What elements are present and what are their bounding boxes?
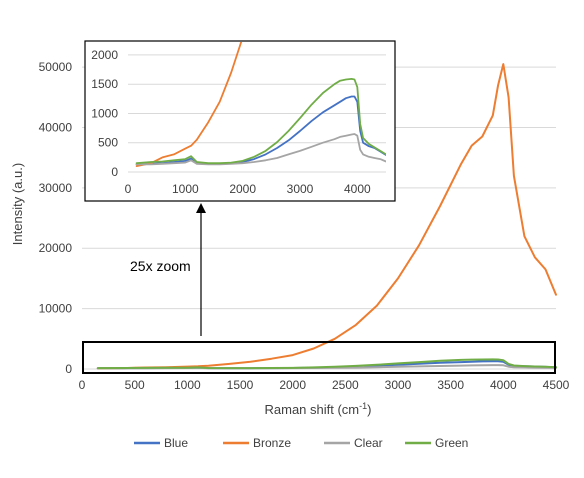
legend-label-clear: Clear <box>354 436 383 450</box>
inset-x-tick-label: 1000 <box>172 182 199 196</box>
main-x-tick-label: 0 <box>79 378 86 392</box>
zoom-annotation: 25x zoom <box>130 258 191 274</box>
inset-y-tick-label: 500 <box>98 136 118 150</box>
inset-x-tick-label: 2000 <box>229 182 256 196</box>
inset-x-tick-labels: 0 1000 2000 3000 4000 <box>125 182 371 196</box>
inset-series-blue-line <box>135 95 386 166</box>
inset-y-tick-label: 0 <box>111 165 118 179</box>
legend: Blue Bronze Clear Green <box>134 436 468 450</box>
main-x-tick-label: 3500 <box>437 378 464 392</box>
inset-series-bronze-line <box>135 42 243 168</box>
main-y-tick-label: 10000 <box>39 302 73 316</box>
main-y-tick-label: 0 <box>65 362 72 376</box>
inset-panel <box>84 40 396 202</box>
main-x-tick-label: 1000 <box>174 378 201 392</box>
inset-y-tick-labels: 0 500 1000 1500 2000 <box>91 48 118 179</box>
main-x-tick-label: 1500 <box>227 378 254 392</box>
y-axis-title: Intensity (a.u.) <box>10 163 25 245</box>
main-y-tick-label: 50000 <box>39 60 73 74</box>
main-y-tick-label: 40000 <box>39 120 73 134</box>
x-axis-title: Raman shift (cm-1) <box>265 401 372 417</box>
inset-series-green-line <box>135 78 386 165</box>
inset-series-group <box>135 42 386 168</box>
main-series-green-line <box>96 358 557 370</box>
legend-label-green: Green <box>435 436 468 450</box>
main-series-group <box>96 63 557 370</box>
inset-y-tick-label: 1500 <box>91 77 118 91</box>
main-x-tick-label: 2000 <box>279 378 306 392</box>
x-axis-title-end: ) <box>367 402 371 417</box>
inset-series-clear-line <box>135 133 386 166</box>
inset-y-tick-label: 1000 <box>91 106 118 120</box>
zoom-arrow-head <box>196 203 206 213</box>
main-x-tick-label: 3000 <box>385 378 412 392</box>
inset-x-tick-label: 3000 <box>287 182 314 196</box>
x-axis-title-main: Raman shift (cm <box>265 402 360 417</box>
main-y-tick-label: 30000 <box>39 181 73 195</box>
inset-x-tick-label: 4000 <box>344 182 371 196</box>
legend-label-blue: Blue <box>164 436 188 450</box>
main-x-tick-label: 500 <box>125 378 145 392</box>
x-axis-title-superscript: -1 <box>359 401 367 411</box>
inset-gridlines <box>128 54 386 144</box>
legend-label-bronze: Bronze <box>253 436 291 450</box>
main-series-bronze-line <box>96 63 557 370</box>
main-x-tick-label: 2500 <box>332 378 359 392</box>
main-y-tick-label: 20000 <box>39 241 73 255</box>
zoom-region-box <box>82 341 556 374</box>
inset-y-tick-label: 2000 <box>91 48 118 62</box>
main-x-tick-labels: 0 500 1000 1500 2000 2500 3000 3500 4000 4500 <box>79 378 570 392</box>
main-x-tick-label: 4500 <box>543 378 570 392</box>
main-x-tick-label: 4000 <box>490 378 517 392</box>
main-y-tick-labels: 0 10000 20000 30000 40000 50000 <box>39 60 73 376</box>
inset-x-tick-label: 0 <box>125 182 132 196</box>
